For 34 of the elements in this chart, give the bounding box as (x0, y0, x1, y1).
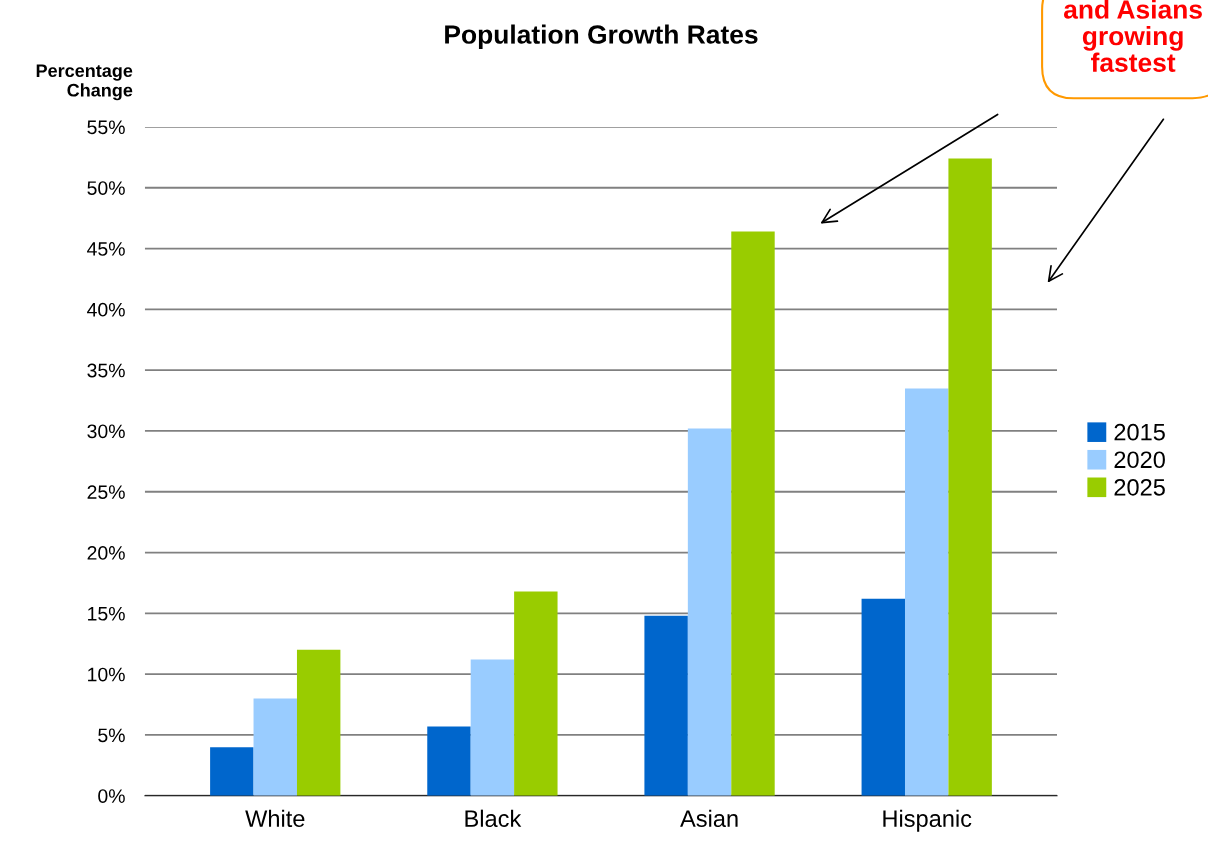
y-tick-label: 25% (87, 485, 125, 499)
x-tick-label: Black (465, 809, 522, 827)
y-tick-label: 40% (87, 302, 125, 317)
x-tick-label: Asian (680, 809, 738, 827)
y-tick-label: 30% (87, 424, 125, 439)
y-axis-title: Percentage Change (36, 64, 133, 101)
bar (731, 231, 775, 796)
bar (296, 649, 341, 796)
chart-title: Population Growth Rates (445, 24, 758, 50)
y-tick-label: 55% (87, 120, 125, 135)
y-tick-label: 0% (98, 789, 125, 803)
bar (210, 747, 254, 796)
x-tick-label: Hispanic (883, 809, 972, 832)
x-tick-label: White (245, 809, 305, 827)
y-tick-label: 50% (87, 181, 125, 195)
y-tick-label: 20% (87, 546, 125, 560)
y-tick-label: 15% (88, 606, 125, 621)
bar (470, 659, 515, 796)
y-tick-label: 10% (88, 667, 125, 682)
y-tick-label: 5% (98, 728, 125, 743)
bar (427, 726, 471, 796)
bar (861, 598, 905, 796)
bar (514, 591, 558, 796)
legend-label: 2020 (1114, 451, 1165, 469)
bar (253, 698, 297, 796)
y-tick-label: 45% (87, 242, 125, 256)
legend-label: 2025 (1114, 478, 1165, 496)
bar (687, 428, 732, 796)
text: and Asians growing fastest (1063, 0, 1202, 72)
y-tick-label: 35% (87, 363, 125, 378)
bar (948, 158, 992, 796)
bar (904, 388, 949, 796)
legend-label: 2015 (1114, 423, 1165, 441)
bar (644, 615, 688, 796)
